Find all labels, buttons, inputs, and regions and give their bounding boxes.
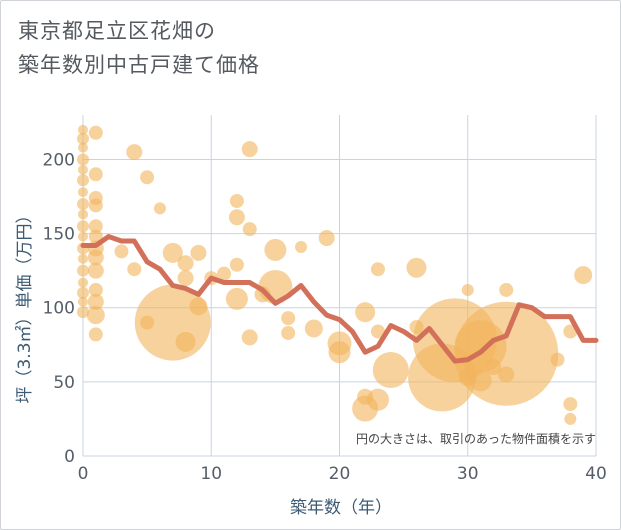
bubble-point — [406, 257, 427, 278]
bubble-point — [229, 193, 244, 208]
bubble-point — [77, 286, 89, 299]
bubble-point — [281, 311, 296, 326]
bubble-point — [264, 238, 287, 261]
bubble-point — [241, 141, 258, 158]
bubble-point — [372, 352, 409, 389]
bubble-point — [88, 198, 103, 213]
y-tick-label: 200 — [43, 150, 75, 170]
bubble-point — [357, 388, 374, 405]
bubble-size-note: 円の大きさは、取引のあった物件面積を示す — [356, 431, 596, 446]
bubble-point — [355, 302, 376, 323]
bubble-point — [77, 132, 89, 145]
bubble-point — [574, 266, 593, 285]
x-axis-label: 築年数（年） — [290, 498, 392, 518]
bubble-point — [87, 293, 104, 310]
bubble-point — [304, 319, 323, 338]
bubble-point — [78, 296, 88, 307]
x-tick-label: 30 — [457, 464, 479, 484]
y-axis-label: 坪（3.3㎡）単価（万円） — [15, 206, 35, 403]
bubble-point — [88, 167, 103, 182]
bubble-point — [140, 170, 155, 185]
bubble-point — [78, 124, 88, 135]
bubble-point — [126, 144, 143, 161]
bubble-point — [461, 283, 474, 296]
bubble-point — [78, 231, 88, 242]
bubble-point — [78, 253, 88, 264]
x-tick-label: 0 — [78, 464, 89, 484]
bubble-point — [78, 277, 88, 288]
average-price-line — [80, 234, 599, 364]
bubble-point — [78, 142, 88, 153]
bubble-point — [77, 197, 89, 210]
grid — [82, 115, 597, 457]
average-line — [80, 234, 599, 364]
bubble-point — [88, 219, 103, 234]
bubble-point — [485, 359, 502, 376]
y-tick-label: 100 — [43, 299, 75, 319]
bubble-point — [458, 368, 477, 387]
bubble-point — [281, 325, 296, 340]
bubble-point — [175, 331, 196, 352]
bubble-point — [114, 244, 129, 259]
bubble-point — [318, 230, 335, 247]
bubble-point — [78, 209, 88, 220]
bubble-point — [499, 282, 514, 297]
bubble-point — [563, 397, 578, 412]
bubble-point — [77, 264, 89, 277]
bubble-point — [78, 164, 88, 175]
bubble-point — [241, 329, 258, 346]
bubble-point — [87, 249, 104, 266]
bubble-point — [550, 352, 565, 367]
bubble-point — [190, 244, 207, 261]
bubble-point — [228, 209, 245, 226]
y-tick-label: 150 — [43, 225, 75, 245]
bubble-point — [242, 222, 257, 237]
y-tick-label: 0 — [64, 447, 75, 467]
bubble-point — [153, 202, 166, 215]
bubble-point — [498, 366, 515, 383]
bubble-point — [87, 262, 104, 279]
x-tick-label: 40 — [585, 464, 607, 484]
bubble-point — [177, 255, 194, 272]
bubble-point — [78, 187, 88, 198]
bubble-point — [88, 125, 103, 140]
bubble-point — [370, 324, 385, 339]
bubble-point — [217, 266, 232, 281]
bubble-point — [127, 262, 142, 277]
bubble-point — [225, 287, 248, 310]
bubble-point — [88, 327, 103, 342]
bubbles — [77, 124, 593, 425]
x-tick-label: 10 — [200, 464, 222, 484]
bubble-point — [229, 257, 244, 272]
bubble-point — [88, 282, 103, 297]
bubble-point — [77, 174, 89, 187]
bubble-point — [409, 320, 424, 335]
bubble-point — [177, 270, 194, 287]
bubble-point — [328, 341, 351, 364]
bubble-point — [77, 306, 89, 319]
x-tick-label: 20 — [329, 464, 351, 484]
bubble-point — [189, 297, 208, 316]
y-tick-label: 50 — [53, 373, 75, 393]
bubble-point — [77, 153, 89, 166]
bubble-point — [295, 240, 308, 253]
tick-labels: 0 10 20 30 40 0 50 100 150 200 — [43, 150, 607, 484]
bubble-point — [370, 262, 385, 277]
bubble-point — [564, 412, 577, 425]
bubble-point — [77, 220, 89, 233]
bubble-point — [140, 315, 155, 330]
chart-title: 東京都足立区花畑の 築年数別中古戸建て価格 — [18, 19, 260, 77]
bubble-point — [86, 306, 105, 325]
bubble-point — [162, 242, 183, 263]
